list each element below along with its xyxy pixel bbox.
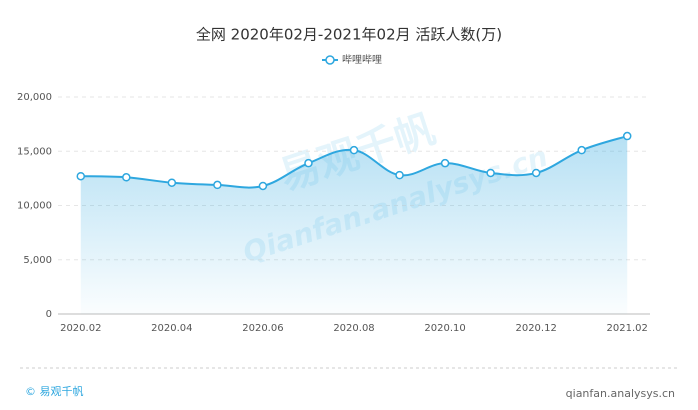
y-tick-label: 5,000: [23, 255, 52, 266]
point: [213, 180, 222, 190]
area: [80, 136, 628, 314]
x-tick-label: 2020.10: [424, 323, 465, 334]
point: [531, 168, 541, 178]
footer-right: qianfan.analysys.cn: [566, 387, 675, 400]
x-tick-label: 2021.02: [607, 323, 648, 334]
point: [76, 171, 86, 181]
x-tick-label: 2020.06: [242, 323, 283, 334]
footer-left: © 易观千帆: [25, 384, 84, 398]
x-tick-label: 2020.02: [60, 323, 101, 334]
point: [486, 168, 495, 178]
point: [395, 170, 404, 180]
point: [577, 145, 586, 155]
point: [622, 131, 632, 141]
x-tick-label: 2020.04: [151, 323, 192, 334]
point: [258, 181, 268, 191]
y-tick-label: 20,000: [17, 92, 52, 103]
chart-title: 全网 2020年02月-2021年02月 活跃人数(万): [196, 26, 502, 44]
y-tick-label: 0: [46, 309, 52, 320]
point: [122, 173, 131, 182]
legend-marker: [325, 55, 335, 65]
y-tick-label: 10,000: [17, 201, 52, 212]
point: [349, 145, 359, 155]
y-tick-label: 15,000: [17, 146, 52, 157]
legend-label: 哔哩哔哩: [342, 53, 382, 66]
x-tick-label: 2020.12: [515, 323, 556, 334]
point: [440, 158, 450, 168]
point: [304, 158, 313, 168]
point: [167, 178, 177, 187]
x-tick-label: 2020.08: [333, 323, 374, 334]
